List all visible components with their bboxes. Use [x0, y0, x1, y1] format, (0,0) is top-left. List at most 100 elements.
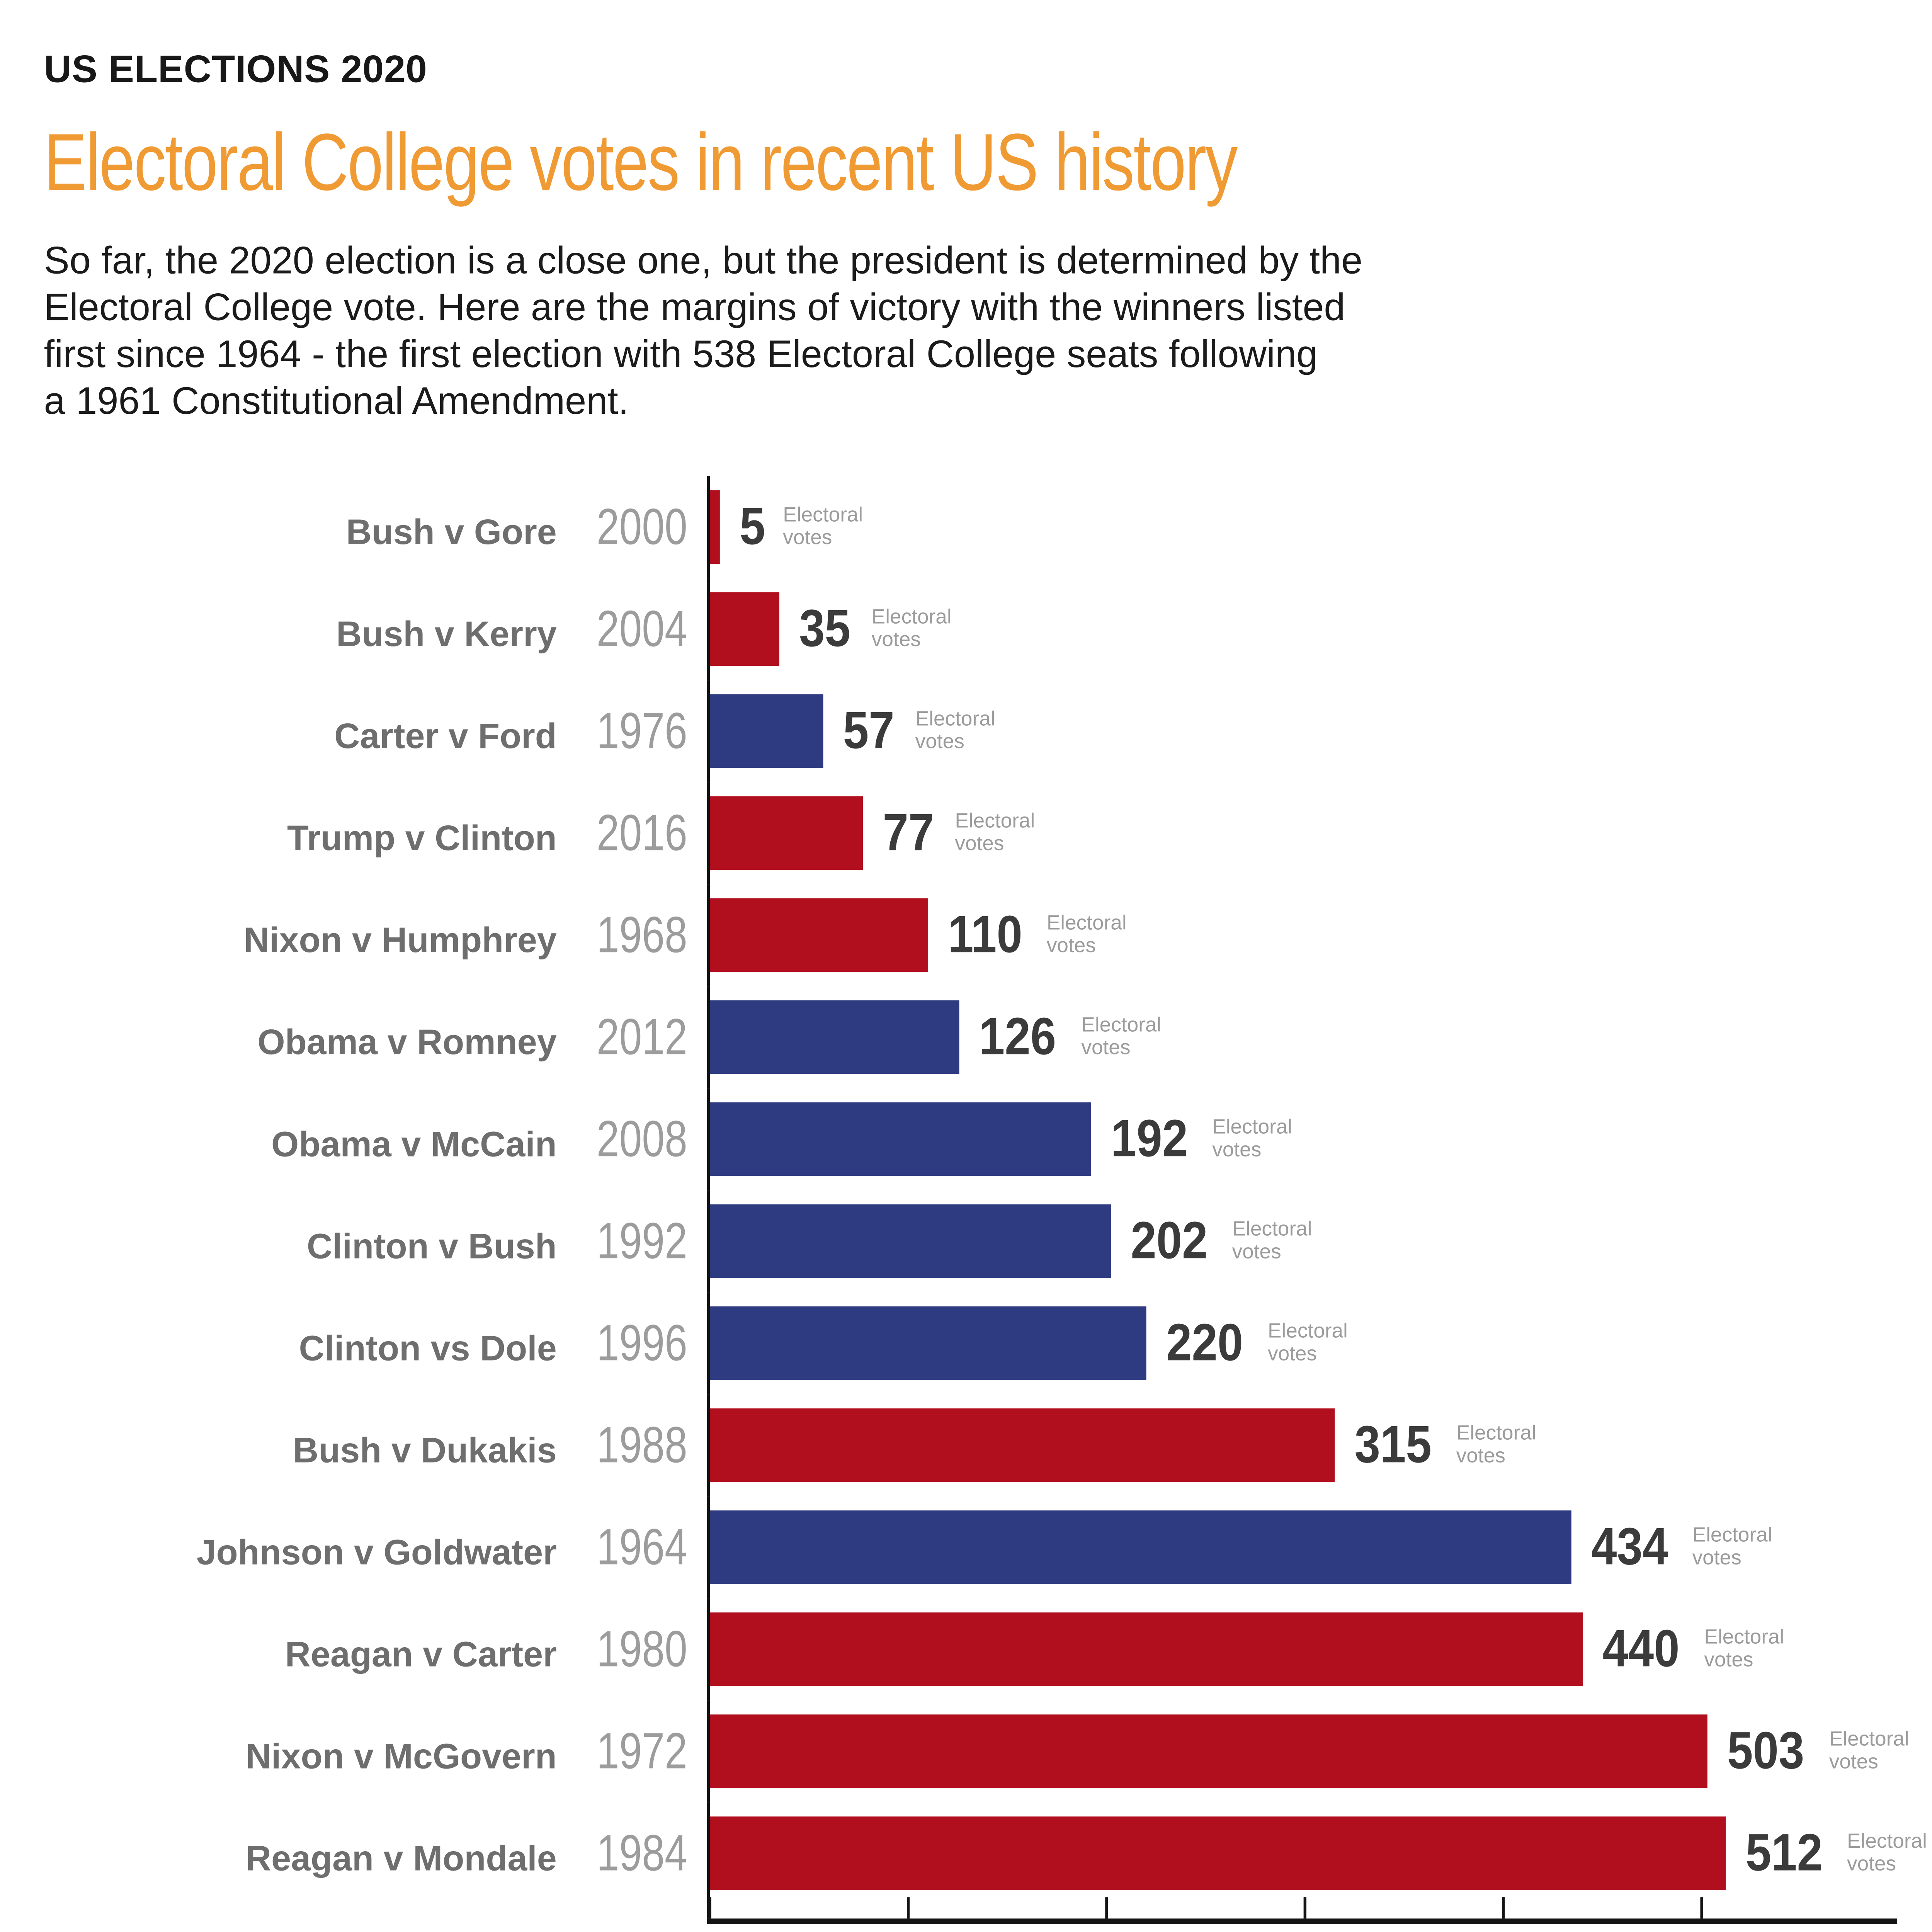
vote-count: 220 [1166, 1313, 1243, 1372]
row-label: Bush v Gore 2000 [44, 497, 707, 557]
row-label: Obama v McCain 2008 [44, 1109, 707, 1169]
year-label: 1992 [596, 1211, 687, 1270]
vote-margin-bar [710, 1204, 1111, 1278]
vote-margin-bar [710, 1714, 1708, 1788]
electoral-votes-label: Electoral votes [783, 504, 863, 550]
row-bar-area: 512 Electoral votes [707, 1802, 1932, 1905]
row-label: Trump v Clinton 2016 [44, 803, 707, 863]
row-label: Reagan v Mondale 1984 [44, 1823, 707, 1883]
vote-count: 512 [1745, 1823, 1823, 1882]
vote-count: 57 [843, 701, 894, 760]
electoral-votes-label: Electoral votes [1212, 1116, 1293, 1162]
year-label: 2012 [596, 1007, 687, 1066]
vote-margin-bar [710, 694, 823, 768]
row-label: Nixon v McGovern 1972 [44, 1721, 707, 1781]
value-group: 434 Electoral votes [1591, 1517, 1772, 1577]
matchup-label: Reagan v Mondale [245, 1839, 557, 1879]
value-group: 35 Electoral votes [799, 599, 951, 659]
vote-count: 434 [1590, 1517, 1668, 1576]
row-label: Bush v Kerry 2004 [44, 599, 707, 659]
vote-margin-bar [710, 1816, 1726, 1890]
chart-row: Johnson v Goldwater 1964 434 Electoral vo… [44, 1496, 1932, 1599]
row-bar-area: 440 Electoral votes [707, 1598, 1932, 1701]
year-label: 1980 [596, 1619, 687, 1678]
matchup-label: Obama v McCain [271, 1125, 557, 1165]
chart-row: Obama v McCain 2008 192 Electoral votes [44, 1088, 1932, 1190]
matchup-label: Obama v Romney [257, 1023, 557, 1063]
chart-row: Nixon v McGovern 1972 503 Electoral votes [44, 1700, 1932, 1803]
matchup-label: Carter v Ford [334, 717, 557, 757]
intro-line: first since 1964 - the first election wi… [44, 333, 1318, 376]
electoral-votes-label: Electoral votes [915, 708, 995, 754]
bar-chart: Bush v Gore 2000 5 Electoral votes Bush v… [44, 476, 1932, 1924]
matchup-label: Nixon v McGovern [245, 1737, 557, 1777]
row-bar-area: 220 Electoral votes [707, 1292, 1932, 1395]
matchup-label: Bush v Dukakis [293, 1431, 557, 1471]
row-bar-area: 434 Electoral votes [707, 1496, 1932, 1599]
kicker: US ELECTIONS 2020 [44, 48, 427, 91]
row-bar-area: 5 Electoral votes [707, 476, 1932, 578]
electoral-votes-label: Electoral votes [1829, 1728, 1909, 1774]
electoral-votes-label: Electoral votes [1704, 1626, 1784, 1672]
year-label: 1976 [596, 701, 687, 760]
vote-margin-bar [710, 1612, 1583, 1686]
chart-row: Bush v Dukakis 1988 315 Electoral votes [44, 1394, 1932, 1497]
matchup-label: Trump v Clinton [287, 819, 557, 859]
year-label: 2016 [596, 803, 687, 862]
intro-line: a 1961 Constitutional Amendment. [44, 379, 629, 422]
chart-row: Nixon v Humphrey 1968 110 Electoral votes [44, 884, 1932, 986]
vote-count: 202 [1130, 1211, 1208, 1270]
vote-margin-bar [710, 592, 779, 666]
value-group: 126 Electoral votes [980, 1007, 1161, 1067]
row-bar-area: 77 Electoral votes [707, 782, 1932, 884]
electoral-votes-label: Electoral votes [1692, 1524, 1772, 1570]
row-label: Obama v Romney 2012 [44, 1007, 707, 1067]
vote-count: 440 [1602, 1619, 1680, 1678]
chart-rows: Bush v Gore 2000 5 Electoral votes Bush v… [44, 476, 1932, 1905]
chart-row: Clinton vs Dole 1996 220 Electoral votes [44, 1292, 1932, 1395]
year-label: 1968 [596, 905, 687, 964]
electoral-votes-label: Electoral votes [871, 606, 952, 652]
vote-margin-bar [710, 1510, 1571, 1584]
row-bar-area: 57 Electoral votes [707, 680, 1932, 782]
row-label: Reagan v Carter 1980 [44, 1619, 707, 1679]
chart-row: Bush v Gore 2000 5 Electoral votes [44, 476, 1932, 578]
value-group: 512 Electoral votes [1745, 1823, 1927, 1883]
electoral-votes-label: Electoral votes [1046, 912, 1127, 958]
chart-row: Trump v Clinton 2016 77 Electoral votes [44, 782, 1932, 884]
row-label: Clinton v Bush 1992 [44, 1211, 707, 1271]
vote-margin-bar [710, 898, 928, 972]
row-label: Bush v Dukakis 1988 [44, 1415, 707, 1475]
row-bar-area: 503 Electoral votes [707, 1700, 1932, 1803]
value-group: 202 Electoral votes [1131, 1211, 1312, 1271]
vote-count: 126 [980, 1007, 1057, 1066]
vote-count: 5 [740, 497, 765, 556]
intro-paragraph: So far, the 2020 election is a close one… [44, 238, 1932, 425]
chart-row: Obama v Romney 2012 126 Electoral votes [44, 986, 1932, 1088]
row-bar-area: 315 Electoral votes [707, 1394, 1932, 1497]
year-label: 1996 [596, 1313, 687, 1372]
electoral-votes-label: Electoral votes [1456, 1422, 1536, 1468]
value-group: 220 Electoral votes [1166, 1313, 1348, 1373]
electoral-votes-label: Electoral votes [955, 810, 1035, 856]
row-bar-area: 126 Electoral votes [707, 986, 1932, 1088]
vote-margin-bar [710, 1102, 1091, 1176]
matchup-label: Johnson v Goldwater [196, 1533, 557, 1573]
vote-count: 315 [1354, 1415, 1432, 1474]
chart-row: Carter v Ford 1976 57 Electoral votes [44, 680, 1932, 782]
matchup-label: Clinton vs Dole [299, 1329, 557, 1369]
matchup-label: Nixon v Humphrey [243, 921, 557, 961]
row-bar-area: 110 Electoral votes [707, 884, 1932, 986]
axis-padding [707, 1904, 1932, 1919]
electoral-votes-label: Electoral votes [1081, 1014, 1162, 1060]
matchup-label: Reagan v Carter [285, 1635, 557, 1675]
row-bar-area: 35 Electoral votes [707, 578, 1932, 680]
chart-row: Reagan v Carter 1980 440 Electoral votes [44, 1598, 1932, 1701]
value-group: 110 Electoral votes [948, 905, 1127, 965]
year-label: 2004 [596, 599, 687, 658]
vote-count: 35 [799, 599, 850, 658]
row-label: Carter v Ford 1976 [44, 701, 707, 761]
matchup-label: Clinton v Bush [306, 1227, 557, 1267]
intro-line: So far, the 2020 election is a close one… [44, 239, 1363, 282]
